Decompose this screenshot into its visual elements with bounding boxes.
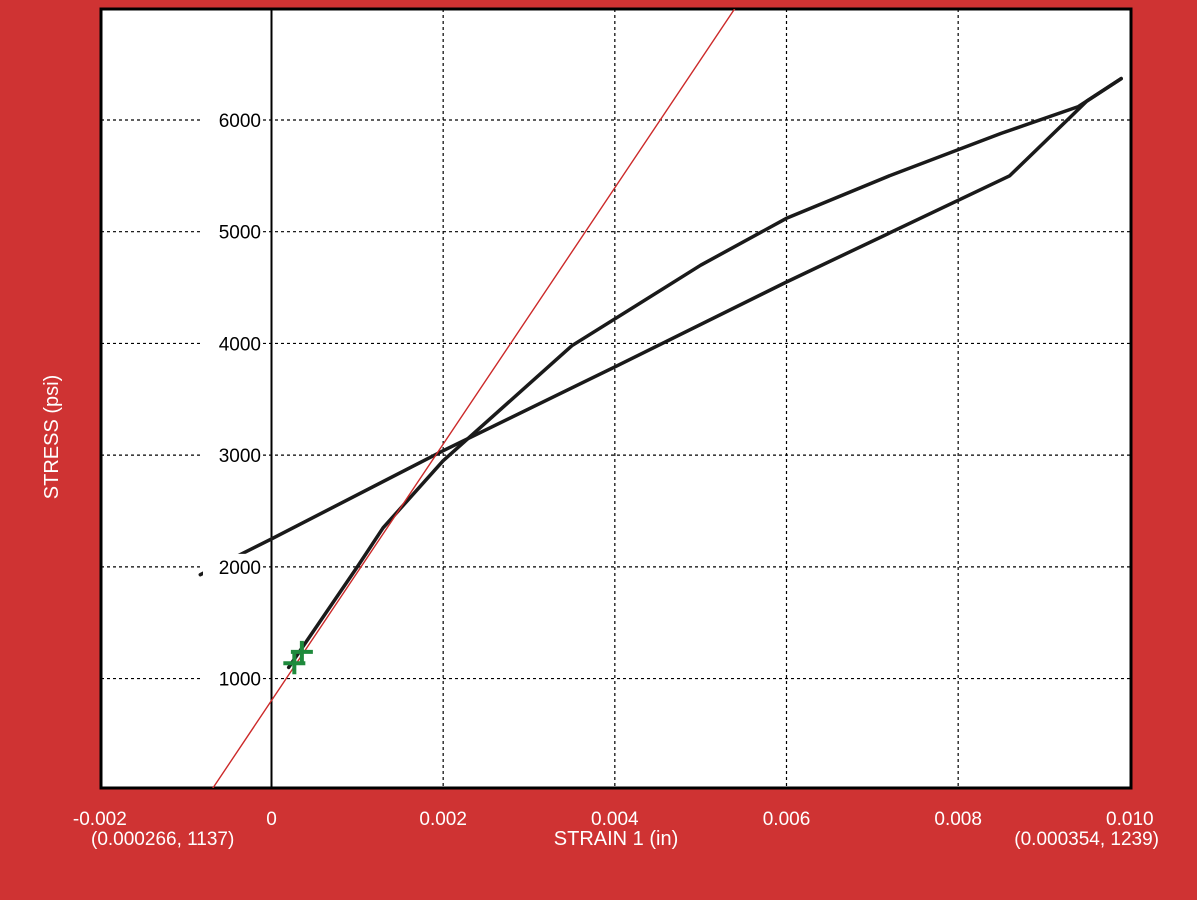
x-tick-label: 0.004 bbox=[591, 809, 639, 830]
x-tick-label: 0 bbox=[266, 809, 277, 830]
x-tick-label: 0.002 bbox=[419, 809, 467, 830]
cursor-markers bbox=[283, 640, 313, 675]
x-tick-label: 0.008 bbox=[934, 809, 982, 830]
left-cursor-readout: (0.000266, 1137) bbox=[91, 829, 234, 850]
right-cursor-readout: (0.000354, 1239) bbox=[1014, 829, 1159, 850]
y-tick-label: 1000 bbox=[219, 670, 261, 691]
y-tick-label: 4000 bbox=[219, 334, 261, 355]
x-tick-label: -0.002 bbox=[73, 809, 127, 830]
plot-area bbox=[99, 7, 1133, 790]
y-tick-label-bg bbox=[203, 553, 263, 580]
x-tick-label: 0.006 bbox=[763, 809, 811, 830]
x-tick-label: 0.010 bbox=[1106, 809, 1154, 830]
y-tick-labels: 1000 2000 3000 4000 5000 6000 bbox=[203, 106, 263, 692]
y-tick-label-bg bbox=[203, 442, 263, 469]
y-tick-label-bg bbox=[203, 218, 263, 245]
y-tick-label: 3000 bbox=[219, 446, 261, 467]
grid-lines bbox=[101, 9, 1131, 788]
y-tick-label: 5000 bbox=[219, 223, 261, 244]
y-axis-title: STRESS (psi) bbox=[41, 375, 63, 499]
y-tick-label-bg bbox=[203, 330, 263, 357]
fit-line bbox=[212, 9, 736, 788]
y-tick-label: 6000 bbox=[219, 111, 261, 132]
x-axis-title: STRAIN 1 (in) bbox=[554, 828, 678, 850]
y-tick-label: 2000 bbox=[219, 558, 261, 579]
y-tick-label-bg bbox=[203, 665, 263, 692]
y-tick-label-bg bbox=[203, 106, 263, 133]
x-tick-labels: -0.002 0 0.002 0.004 0.006 0.008 0.010 bbox=[73, 809, 1154, 830]
cursor-marker-1 bbox=[283, 652, 306, 675]
curve-line-1 bbox=[286, 76, 1123, 670]
curve-line-2 bbox=[198, 76, 1123, 577]
data-series bbox=[198, 9, 1123, 788]
cursor-marker-2 bbox=[290, 640, 313, 663]
